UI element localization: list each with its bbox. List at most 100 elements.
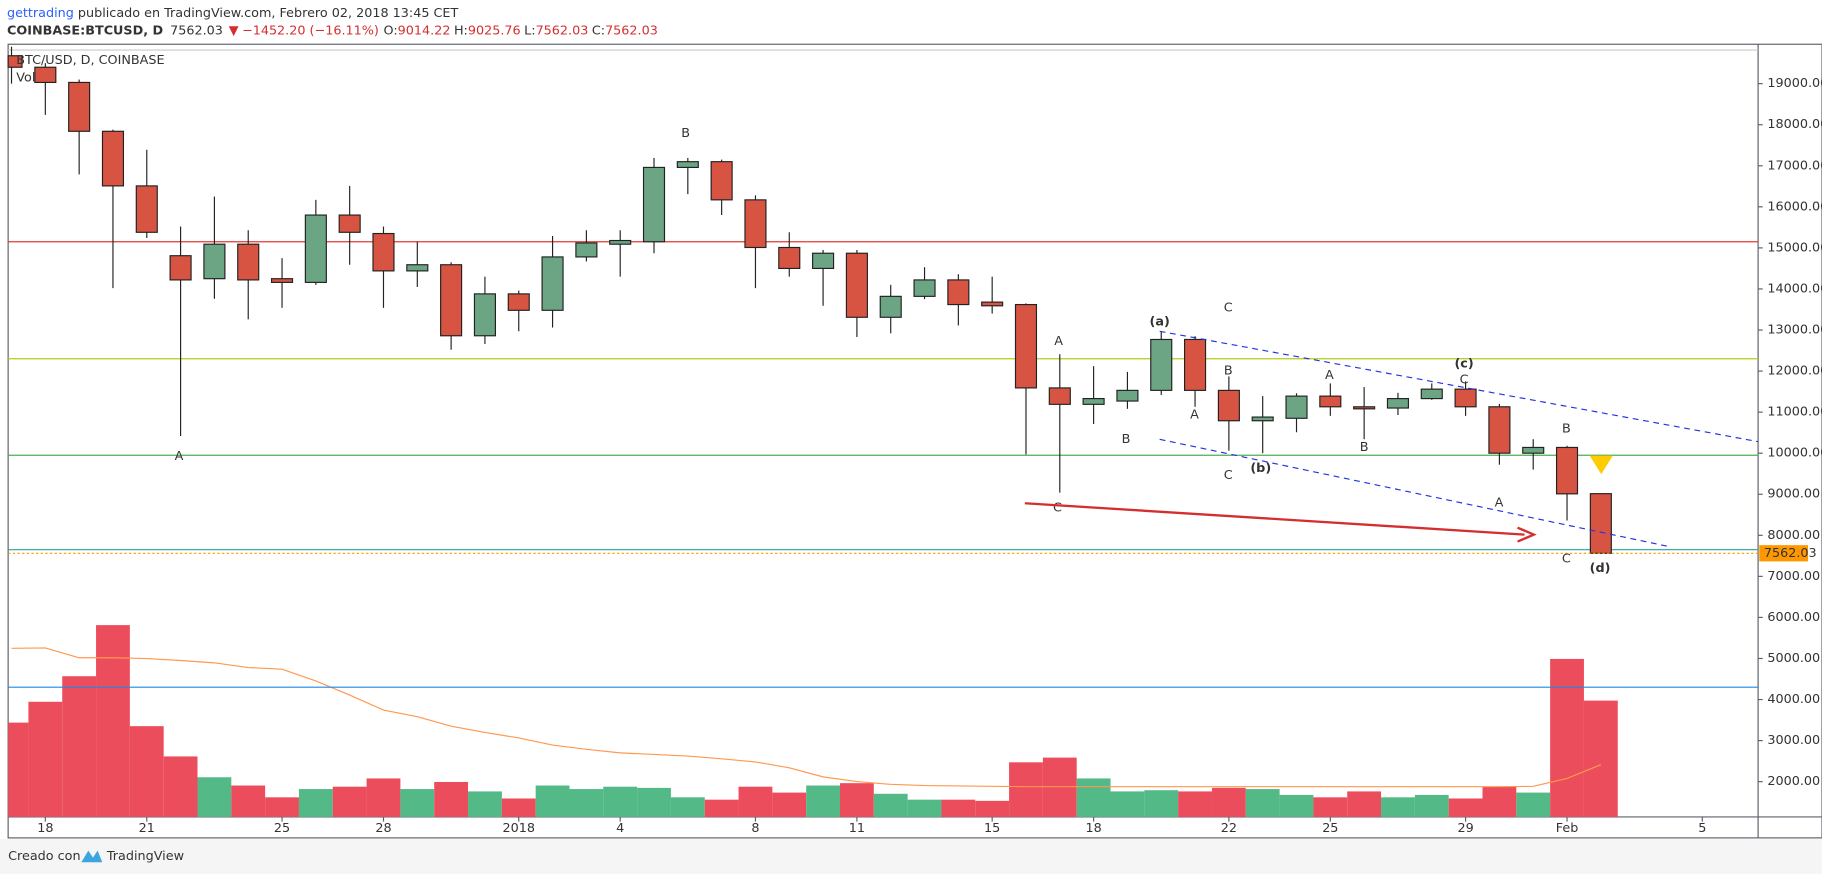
candle-body [1555,446,1579,495]
wave-label: B [1562,421,1571,436]
candle-body [676,161,699,169]
close: 7562.03 [605,23,658,38]
candle-body [473,293,496,337]
wave-label: (c) [1454,356,1473,371]
candle-body [642,166,666,243]
volume-bar [265,797,299,817]
volume-bar [231,785,266,817]
wave-label: (d) [1590,561,1611,576]
candle-body [913,279,936,297]
y-tick-label: 12000.00 [1767,364,1822,379]
candle-body [981,301,1004,307]
volume-bar [941,799,976,817]
volume-bar [670,797,705,817]
wave-label: B [1122,432,1131,447]
candle-body [1082,398,1105,405]
x-tick-label: Feb [1556,821,1579,836]
y-tick-label: 18000.00 [1767,117,1822,132]
volume-bar [298,789,333,817]
wave-label: B [1360,440,1369,455]
volume-bar [704,799,739,817]
x-tick-label: 28 [375,821,391,836]
open-label: O: [384,23,398,38]
plot: 2000.00 3000.00 4000.00 5000.00 6000.00 7000.… [7,46,1822,836]
candle-body [575,242,598,258]
candle-body [1285,395,1308,419]
volume-bar [535,785,570,817]
volume-bar [332,786,367,817]
volume-bar [28,701,63,817]
volume-bar [1448,798,1483,817]
wave-label: A [1190,407,1199,422]
y-tick-label: 3000.00 [1767,733,1820,748]
volume-bar [738,786,773,817]
candle-body [68,81,91,132]
frame [7,43,1822,839]
wave-label: C [1460,373,1469,388]
wave-label: C [1224,301,1233,316]
wave-label: (b) [1250,461,1271,476]
x-tick-label: 11 [849,821,865,836]
candle-body [1014,303,1038,389]
y-tick-label: 17000.00 [1767,158,1822,173]
candle-body [1217,389,1240,422]
brand[interactable]: TradingView [106,849,184,864]
y-tick-label: 6000.00 [1767,610,1820,625]
high-label: H: [454,23,468,38]
wave-label: A [1495,496,1504,511]
volume-bar [569,789,604,817]
y-tick-label: 14000.00 [1767,281,1822,296]
volume-bar [873,793,908,817]
volume-bar [400,789,435,817]
candle-body [609,239,632,245]
x-tick-label: 5 [1698,821,1706,836]
volume-bar [975,800,1010,817]
candle-body [270,278,294,283]
author[interactable]: gettrading [7,5,74,20]
volume-bar [1583,700,1618,817]
y-tick-label: 16000.00 [1767,199,1822,214]
y-tick-label: 11000.00 [1767,405,1822,420]
volume-bar [197,777,232,817]
candle-body [237,243,260,281]
y-tick-label: 4000.00 [1767,692,1820,707]
x-tick-label: 21 [139,821,155,836]
volume-bar [1381,797,1415,817]
candle-body [338,214,361,233]
last-price-label: 7562.03 [1764,546,1817,561]
volume-bar [1313,797,1348,817]
y-tick-label: 19000.00 [1767,76,1822,91]
candle-body [1386,398,1410,409]
candle-body [1319,395,1342,408]
candle-body [1183,338,1207,391]
footer [0,839,1822,874]
volume-ma [11,647,1602,788]
wave-label: C [1224,468,1233,483]
volume-bar [434,781,469,817]
candle-body [135,185,158,233]
candle-body [1589,493,1612,554]
wave-label: A [175,449,184,464]
x-tick-label: 18 [37,821,53,836]
y-tick-label: 10000.00 [1767,446,1822,461]
legend-title: BTC/USD, D, COINBASE [16,53,164,68]
y-tick-label: 9000.00 [1767,487,1820,502]
volume-bar [129,726,164,817]
arrow-head [1517,526,1537,543]
volume-bar [839,783,874,817]
wave-label: C [1562,552,1571,567]
x-tick-label: 4 [616,821,624,836]
symbol-line: COINBASE:BTCUSD, D 7562.03 ▼ −1452.20 (−16.… [7,23,658,38]
x-tick-label: 22 [1221,821,1237,836]
change: −1452.20 (−16.11%) [242,23,379,38]
volume-bar [1245,789,1280,817]
arrow: ▼ [229,23,239,38]
candle-body [304,214,327,283]
candle-body [879,295,902,318]
volume-bar [1009,762,1043,817]
candle-body [440,264,463,337]
candle-body [1251,416,1274,422]
y-tick-label: 15000.00 [1767,240,1822,255]
legend-volume: Vol [16,70,35,85]
